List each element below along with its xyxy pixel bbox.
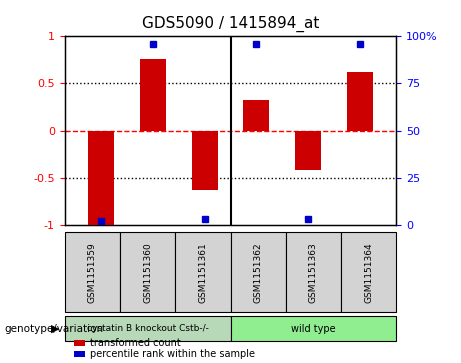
Text: GSM1151363: GSM1151363 bbox=[309, 242, 318, 303]
Text: GSM1151361: GSM1151361 bbox=[198, 242, 207, 303]
Bar bbox=[347, 72, 373, 131]
Bar bbox=[296, 131, 321, 170]
Text: genotype/variation: genotype/variation bbox=[5, 323, 104, 334]
Bar bbox=[243, 99, 269, 131]
Text: wild type: wild type bbox=[291, 323, 336, 334]
Text: transformed count: transformed count bbox=[90, 338, 181, 348]
Text: GSM1151359: GSM1151359 bbox=[88, 242, 97, 303]
Text: percentile rank within the sample: percentile rank within the sample bbox=[90, 349, 255, 359]
Text: cystatin B knockout Cstb-/-: cystatin B knockout Cstb-/- bbox=[87, 324, 208, 333]
Bar bbox=[88, 131, 114, 225]
Text: GSM1151360: GSM1151360 bbox=[143, 242, 152, 303]
Bar bbox=[140, 59, 165, 131]
Text: GSM1151362: GSM1151362 bbox=[254, 242, 263, 303]
Bar bbox=[192, 131, 218, 190]
Title: GDS5090 / 1415894_at: GDS5090 / 1415894_at bbox=[142, 16, 319, 32]
Text: ▶: ▶ bbox=[51, 323, 59, 334]
Text: GSM1151364: GSM1151364 bbox=[364, 242, 373, 303]
